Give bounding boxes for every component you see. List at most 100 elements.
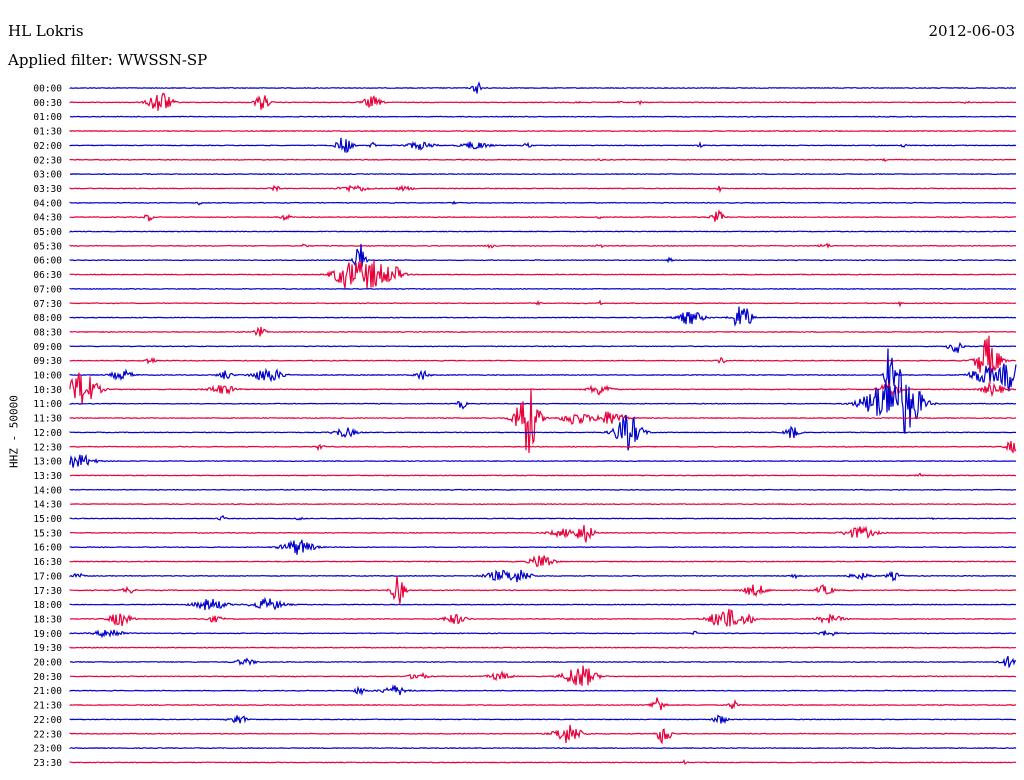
- trace-line: [69, 369, 1017, 434]
- trace-line: [70, 608, 1017, 627]
- trace-line: [69, 655, 1017, 668]
- time-tick-label: 02:00: [33, 141, 62, 152]
- time-tick-label: 19:30: [33, 643, 62, 654]
- time-tick-label: 07:30: [33, 299, 62, 310]
- time-tick-label: 16:30: [33, 557, 62, 568]
- trace-line: [69, 242, 1017, 249]
- trace-line: [69, 488, 1017, 491]
- time-tick-label: 22:30: [33, 729, 62, 740]
- trace-line: [69, 335, 1017, 384]
- trace-line: [69, 714, 1017, 725]
- trace-line: [69, 200, 1017, 206]
- trace-line: [69, 243, 1017, 267]
- time-tick-label: 17:00: [33, 571, 62, 582]
- time-tick-label: 11:00: [33, 399, 62, 410]
- trace-line: [69, 414, 1017, 451]
- time-tick-label: 00:00: [33, 84, 62, 95]
- trace-line: [69, 697, 1017, 711]
- trace-line: [69, 348, 1017, 411]
- time-tick-label: 04:30: [33, 213, 62, 224]
- time-tick-label: 03:00: [33, 170, 62, 181]
- time-tick-label: 03:30: [33, 184, 62, 195]
- time-tick-label: 05:00: [33, 227, 62, 238]
- time-tick-label: 12:00: [33, 428, 62, 439]
- trace-line: [69, 129, 1016, 133]
- time-tick-label: 21:00: [33, 686, 62, 697]
- time-tick-label: 06:00: [33, 256, 62, 267]
- trace-line: [69, 209, 1017, 222]
- trace-line: [70, 503, 1017, 506]
- trace-line: [69, 81, 1017, 94]
- time-tick-label: 18:30: [33, 614, 62, 625]
- time-tick-label: 01:30: [33, 127, 62, 138]
- trace-line: [69, 440, 1017, 454]
- trace-line: [69, 539, 1017, 555]
- trace-line: [69, 453, 1017, 468]
- time-tick-label: 13:00: [33, 457, 62, 468]
- time-tick-label: 11:30: [33, 414, 62, 425]
- trace-line: [69, 92, 1017, 111]
- time-tick-label: 10:30: [33, 385, 62, 396]
- trace-line: [69, 287, 1017, 290]
- time-tick-label: 19:00: [33, 629, 62, 640]
- time-tick-label: 21:30: [33, 701, 62, 712]
- time-tick-label: 05:30: [33, 241, 62, 252]
- time-tick-label: 23:00: [33, 744, 62, 755]
- trace-line: [69, 724, 1017, 745]
- time-tick-label: 14:30: [33, 500, 62, 511]
- trace-line: [69, 157, 1017, 163]
- trace-line: [69, 388, 1017, 454]
- station-title: HL Lokris: [8, 22, 84, 40]
- trace-line: [69, 525, 1016, 543]
- trace-line: [69, 260, 1017, 289]
- time-tick-label: 02:30: [33, 155, 62, 166]
- time-tick-label: 07:00: [33, 284, 62, 295]
- trace-line: [69, 747, 1017, 750]
- time-tick-label: 20:00: [33, 658, 62, 669]
- time-tick-label: 09:30: [33, 356, 62, 367]
- date-label: 2012-06-03: [928, 22, 1015, 40]
- trace-line: [69, 372, 1017, 405]
- trace-line: [69, 575, 1017, 604]
- time-tick-label: 15:30: [33, 528, 62, 539]
- time-tick-label: 20:30: [33, 672, 62, 683]
- channel-axis-label: HHZ - 50000: [7, 395, 21, 468]
- trace-line: [69, 341, 1017, 354]
- time-tick-label: 04:00: [33, 198, 62, 209]
- time-tick-label: 10:00: [33, 371, 62, 382]
- time-tick-label: 23:30: [33, 758, 62, 769]
- trace-line: [69, 629, 1017, 639]
- time-tick-label: 08:00: [33, 313, 62, 324]
- trace-line: [69, 646, 1017, 649]
- trace-line: [69, 472, 1017, 477]
- time-tick-label: 12:30: [33, 442, 62, 453]
- trace-line: [69, 299, 1017, 308]
- time-tick-label: 22:00: [33, 715, 62, 726]
- time-tick-label: 14:00: [33, 485, 62, 496]
- time-tick-label: 13:30: [33, 471, 62, 482]
- time-tick-label: 01:00: [33, 112, 62, 123]
- trace-line: [69, 326, 1016, 337]
- trace-line: [69, 115, 1017, 118]
- time-tick-label: 00:30: [33, 98, 62, 109]
- time-tick-label: 06:30: [33, 270, 62, 281]
- trace-line: [69, 665, 1017, 686]
- time-tick-label: 15:00: [33, 514, 62, 525]
- time-tick-label: 17:30: [33, 586, 62, 597]
- filter-subtitle: Applied filter: WWSSN-SP: [8, 51, 208, 69]
- time-tick-label: 09:00: [33, 342, 62, 353]
- trace-line: [69, 306, 1017, 327]
- trace-line: [69, 184, 1017, 194]
- time-tick-label: 16:00: [33, 543, 62, 554]
- trace-line: [69, 514, 1017, 521]
- trace-line: [69, 569, 1017, 583]
- time-tick-label: 08:30: [33, 327, 62, 338]
- time-tick-label: 18:00: [33, 600, 62, 611]
- trace-line: [69, 173, 1017, 176]
- trace-line: [69, 137, 1017, 154]
- trace-line: [69, 596, 1017, 611]
- trace-line: [69, 684, 1017, 696]
- trace-line: [69, 555, 1017, 568]
- trace-line: [69, 759, 1017, 765]
